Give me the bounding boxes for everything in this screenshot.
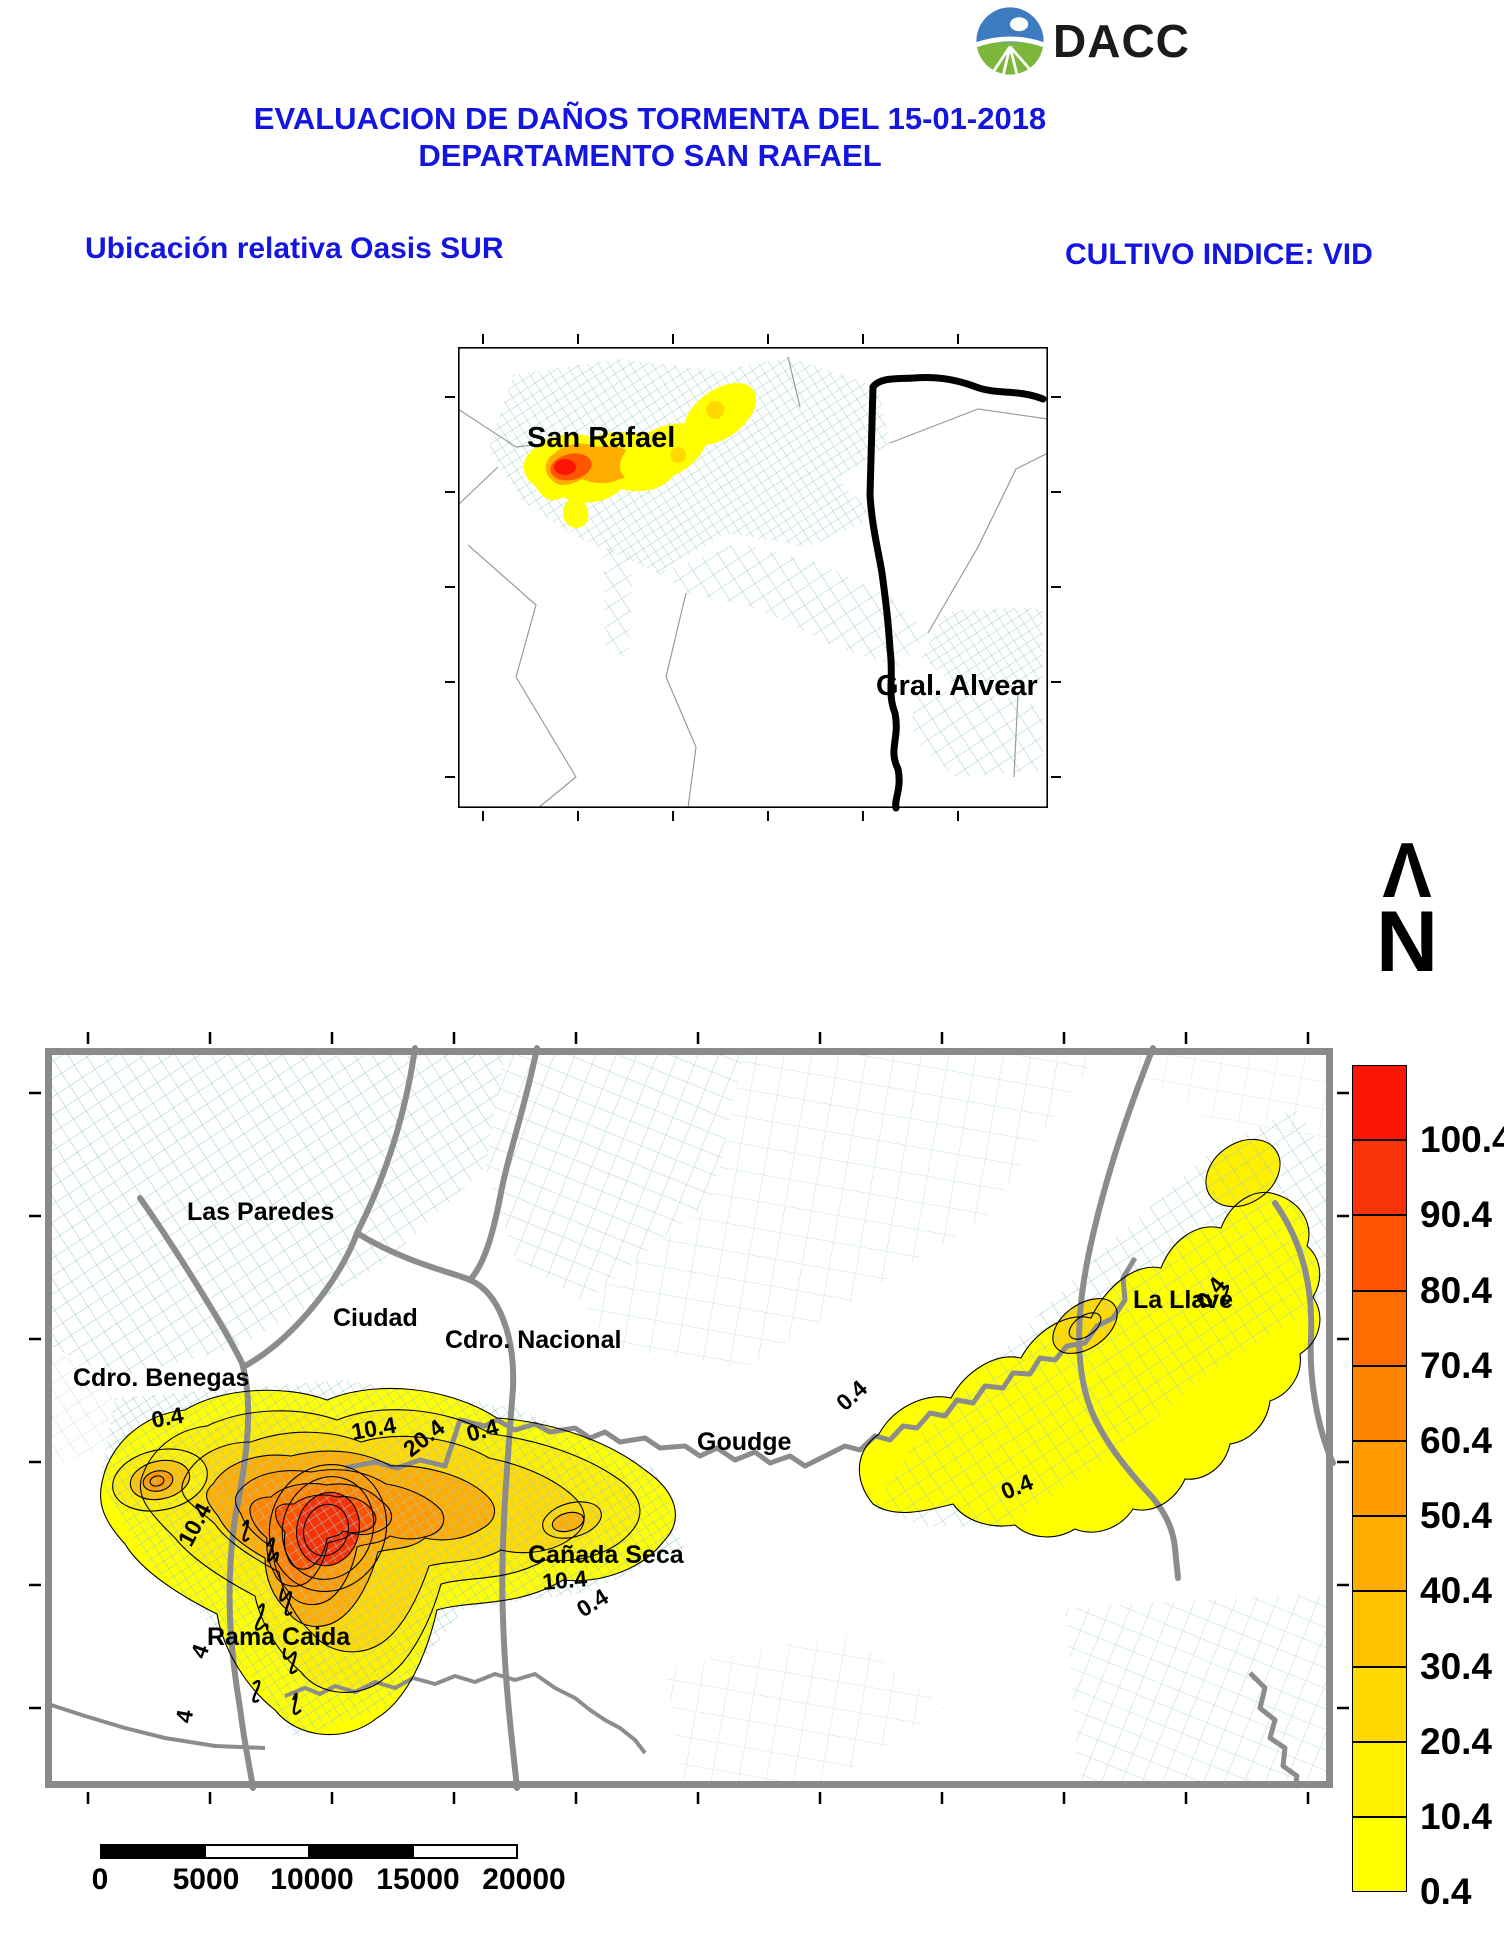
scale-bar-segment [204,1844,310,1859]
legend-label: 20.4 [1420,1721,1493,1762]
main-map: 0.4 10.4 10.4 20.4 0.4 10.4 0.4 0.4 0.4 … [29,1032,1349,1804]
legend-band [1352,1666,1407,1742]
legend-label: 70.4 [1420,1345,1493,1386]
roads [137,1045,1336,1791]
contour-label: 0.4 [149,1402,185,1433]
inset-ticks [445,334,1061,821]
scale-bar-label: 15000 [376,1863,460,1896]
main-map-frame [45,1048,1333,1788]
contour-labels: 0.4 10.4 10.4 20.4 0.4 10.4 0.4 0.4 0.4 … [149,1272,1230,1725]
subtitle-right: CULTIVO INDICE: VID [1065,238,1373,271]
legend-label: 30.4 [1420,1646,1493,1687]
inset-boundaries [457,356,1049,809]
district-label-cdro-nacional: Cdro. Nacional [445,1326,621,1354]
logo-horizon [976,36,1044,48]
legend-label: 0.4 [1420,1871,1472,1912]
district-label-rama-caida: Rama Caida [207,1623,351,1651]
district-label-las-paredes: Las Paredes [187,1198,334,1226]
page-title: EVALUACION DE DAÑOS TORMENTA DEL 15-01-2… [240,100,1060,174]
legend-label: 100.4 [1420,1119,1504,1160]
district-label-cdro-benegas: Cdro. Benegas [73,1364,249,1392]
north-arrow: Λ N [1362,826,1452,990]
scale-bar-segment [308,1844,414,1859]
legend-band [1352,1440,1407,1517]
inset-map: San Rafael Gral. Alvear [445,334,1061,821]
legend-band [1352,1215,1407,1291]
dacc-logo: DACC [975,3,1205,79]
legend-label: 50.4 [1420,1495,1493,1536]
subtitle-left: Ubicación relativa Oasis SUR [85,232,504,265]
title-line1: EVALUACION DE DAÑOS TORMENTA DEL 15-01-2… [253,101,1047,136]
scale-bar-segment [100,1844,206,1859]
legend-colorbar [1352,1065,1407,1893]
district-label-goudge: Goudge [697,1428,792,1456]
title-line2: DEPARTAMENTO SAN RAFAEL [418,138,882,173]
legend-band [1352,1290,1407,1366]
inset-frame [458,347,1049,808]
department-boundary-line [866,374,1047,812]
logo-sun [1010,17,1029,32]
logo-rays [992,45,1031,75]
rivers [44,1256,1300,1789]
district-label-canada-seca: Cañada Seca [528,1541,685,1569]
contour-label: 10.4 [541,1565,588,1595]
legend-label: 90.4 [1420,1194,1493,1235]
inset-heat-blobs [523,383,757,528]
legend-band [1352,1591,1407,1667]
inset-label-gral-alvear: Gral. Alvear [876,670,1038,702]
scale-bar: 0 5000 10000 15000 20000 [92,1844,566,1904]
legend-band [1352,1065,1407,1141]
north-arrow-chevron: Λ [1382,826,1432,915]
district-label-ciudad: Ciudad [333,1304,418,1332]
dacc-logo-icon [976,7,1044,75]
inset-label-san-rafael: San Rafael [527,422,675,454]
contour-label: 4 [170,1708,198,1725]
north-arrow-letter: N [1375,894,1439,990]
legend-label: 80.4 [1420,1270,1493,1311]
legend-label: 40.4 [1420,1570,1493,1611]
district-labels: Las Paredes Ciudad Cdro. Nacional Cdro. … [73,1198,1233,1651]
scale-bar-segment [412,1844,518,1859]
legend-labels: 100.4 90.4 80.4 70.4 60.4 50.4 40.4 30.4… [1420,1065,1504,1912]
scale-bar-label: 0 [91,1863,109,1896]
logo-text: DACC [1053,15,1190,67]
main-map-ticks [29,1032,1349,1804]
legend-band [1352,1516,1407,1592]
scale-bar-label: 10000 [270,1863,354,1896]
scale-bar-label: 20000 [482,1863,566,1896]
legend-band [1352,1816,1407,1893]
legend-band [1352,1365,1407,1441]
legend-label: 10.4 [1420,1796,1493,1837]
legend-band [1352,1741,1407,1817]
contour-scribbles [242,1284,1230,1716]
scale-bar-label: 5000 [172,1863,240,1896]
legend-label: 60.4 [1420,1420,1493,1461]
legend-band [1352,1140,1407,1216]
district-label-la-llave: La Llave [1133,1286,1233,1314]
